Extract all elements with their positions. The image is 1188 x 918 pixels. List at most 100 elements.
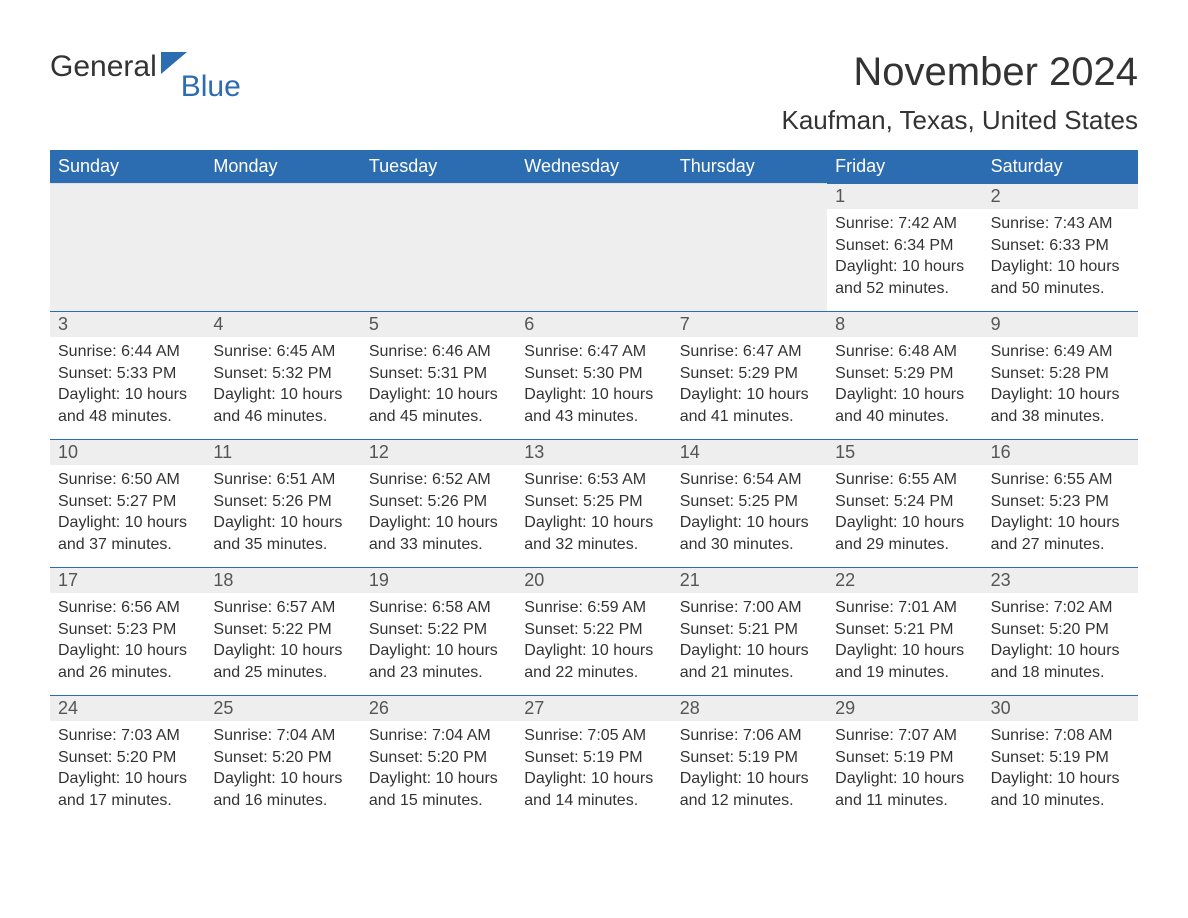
day-details: Sunrise: 6:47 AMSunset: 5:29 PMDaylight:… (680, 341, 819, 427)
day-details: Sunrise: 6:55 AMSunset: 5:23 PMDaylight:… (991, 469, 1130, 555)
day-number: 7 (672, 312, 827, 337)
day-details: Sunrise: 6:46 AMSunset: 5:31 PMDaylight:… (369, 341, 508, 427)
day-details: Sunrise: 6:48 AMSunset: 5:29 PMDaylight:… (835, 341, 974, 427)
day-number: 14 (672, 440, 827, 465)
day-number: 3 (50, 312, 205, 337)
day-cell: 17 Sunrise: 6:56 AMSunset: 5:23 PMDayligh… (50, 567, 205, 695)
location-text: Kaufman, Texas, United States (782, 105, 1139, 136)
day-cell: 12Sunrise: 6:52 AMSunset: 5:26 PMDayligh… (361, 439, 516, 567)
day-number: 17 (50, 568, 205, 593)
day-cell: 15 Sunrise: 6:55 AMSunset: 5:24 PMDayligh… (827, 439, 982, 567)
day-number: 2 (983, 184, 1138, 209)
day-details: Sunrise: 6:47 AMSunset: 5:30 PMDaylight:… (524, 341, 663, 427)
day-number: 28 (672, 696, 827, 721)
day-cell: 19Sunrise: 6:58 AMSunset: 5:22 PMDayligh… (361, 567, 516, 695)
day-cell: 27 Sunrise: 7:05 AMSunset: 5:19 PMDayligh… (516, 695, 671, 823)
day-cell: 25 Sunrise: 7:04 AMSunset: 5:20 PMDayligh… (205, 695, 360, 823)
day-cell: 22 Sunrise: 7:01 AMSunset: 5:21 PMDayligh… (827, 567, 982, 695)
day-details: Sunrise: 6:50 AMSunset: 5:27 PMDaylight:… (58, 469, 197, 555)
weekday-header: Sunday (50, 150, 205, 183)
day-number: 5 (361, 312, 516, 337)
empty-cell (50, 183, 205, 311)
empty-cell (516, 183, 671, 311)
day-number: 11 (205, 440, 360, 465)
logo-text-general: General (50, 50, 157, 84)
weekday-header: Monday (205, 150, 360, 183)
empty-cell (205, 183, 360, 311)
day-details: Sunrise: 6:51 AMSunset: 5:26 PMDaylight:… (213, 469, 352, 555)
day-cell: 7 Sunrise: 6:47 AMSunset: 5:29 PMDaylight… (672, 311, 827, 439)
day-cell: 5 Sunrise: 6:46 AMSunset: 5:31 PMDaylight… (361, 311, 516, 439)
day-cell: 8Sunrise: 6:48 AMSunset: 5:29 PMDaylight… (827, 311, 982, 439)
day-cell: 10 Sunrise: 6:50 AMSunset: 5:27 PMDayligh… (50, 439, 205, 567)
day-number: 25 (205, 696, 360, 721)
day-details: Sunrise: 6:44 AMSunset: 5:33 PMDaylight:… (58, 341, 197, 427)
day-details: Sunrise: 6:54 AMSunset: 5:25 PMDaylight:… (680, 469, 819, 555)
day-number: 23 (983, 568, 1138, 593)
weekday-header: Thursday (672, 150, 827, 183)
day-details: Sunrise: 7:02 AMSunset: 5:20 PMDaylight:… (991, 597, 1130, 683)
day-cell: 30Sunrise: 7:08 AMSunset: 5:19 PMDayligh… (983, 695, 1138, 823)
day-details: Sunrise: 6:45 AMSunset: 5:32 PMDaylight:… (213, 341, 352, 427)
day-details: Sunrise: 7:05 AMSunset: 5:19 PMDaylight:… (524, 725, 663, 811)
day-cell: 2 Sunrise: 7:43 AMSunset: 6:33 PMDaylight… (983, 183, 1138, 311)
day-cell: 24 Sunrise: 7:03 AMSunset: 5:20 PMDayligh… (50, 695, 205, 823)
logo: General Blue (50, 50, 241, 104)
day-number: 1 (827, 184, 982, 209)
day-cell: 14 Sunrise: 6:54 AMSunset: 5:25 PMDayligh… (672, 439, 827, 567)
day-cell: 18 Sunrise: 6:57 AMSunset: 5:22 PMDayligh… (205, 567, 360, 695)
day-details: Sunrise: 7:43 AMSunset: 6:33 PMDaylight:… (991, 213, 1130, 299)
day-number: 27 (516, 696, 671, 721)
day-details: Sunrise: 7:03 AMSunset: 5:20 PMDaylight:… (58, 725, 197, 811)
day-cell: 28 Sunrise: 7:06 AMSunset: 5:19 PMDayligh… (672, 695, 827, 823)
day-cell: 23 Sunrise: 7:02 AMSunset: 5:20 PMDayligh… (983, 567, 1138, 695)
day-cell: 16 Sunrise: 6:55 AMSunset: 5:23 PMDayligh… (983, 439, 1138, 567)
weekday-header: Wednesday (516, 150, 671, 183)
day-details: Sunrise: 6:53 AMSunset: 5:25 PMDaylight:… (524, 469, 663, 555)
day-details: Sunrise: 6:56 AMSunset: 5:23 PMDaylight:… (58, 597, 197, 683)
day-details: Sunrise: 7:00 AMSunset: 5:21 PMDaylight:… (680, 597, 819, 683)
day-cell: 4 Sunrise: 6:45 AMSunset: 5:32 PMDaylight… (205, 311, 360, 439)
day-number: 26 (361, 696, 516, 721)
day-number: 29 (827, 696, 982, 721)
empty-cell (672, 183, 827, 311)
day-cell: 3 Sunrise: 6:44 AMSunset: 5:33 PMDaylight… (50, 311, 205, 439)
day-number: 6 (516, 312, 671, 337)
weekday-header: Tuesday (361, 150, 516, 183)
day-cell: 11 Sunrise: 6:51 AMSunset: 5:26 PMDayligh… (205, 439, 360, 567)
day-number: 24 (50, 696, 205, 721)
day-number: 20 (516, 568, 671, 593)
day-number: 9 (983, 312, 1138, 337)
day-details: Sunrise: 6:49 AMSunset: 5:28 PMDaylight:… (991, 341, 1130, 427)
day-number: 22 (827, 568, 982, 593)
day-number: 4 (205, 312, 360, 337)
day-number: 10 (50, 440, 205, 465)
day-number: 30 (983, 696, 1138, 721)
day-cell: 9 Sunrise: 6:49 AMSunset: 5:28 PMDaylight… (983, 311, 1138, 439)
day-details: Sunrise: 7:04 AMSunset: 5:20 PMDaylight:… (213, 725, 352, 811)
day-cell: 1 Sunrise: 7:42 AMSunset: 6:34 PMDaylight… (827, 183, 982, 311)
day-cell: 20 Sunrise: 6:59 AMSunset: 5:22 PMDayligh… (516, 567, 671, 695)
day-details: Sunrise: 7:01 AMSunset: 5:21 PMDaylight:… (835, 597, 974, 683)
weekday-header: Friday (827, 150, 982, 183)
month-title: November 2024 (782, 50, 1139, 95)
day-cell: 13 Sunrise: 6:53 AMSunset: 5:25 PMDayligh… (516, 439, 671, 567)
day-number: 13 (516, 440, 671, 465)
empty-cell (361, 183, 516, 311)
day-number: 18 (205, 568, 360, 593)
day-details: Sunrise: 6:57 AMSunset: 5:22 PMDaylight:… (213, 597, 352, 683)
day-details: Sunrise: 6:55 AMSunset: 5:24 PMDaylight:… (835, 469, 974, 555)
day-number: 12 (361, 440, 516, 465)
day-cell: 26 Sunrise: 7:04 AMSunset: 5:20 PMDayligh… (361, 695, 516, 823)
day-details: Sunrise: 7:04 AMSunset: 5:20 PMDaylight:… (369, 725, 508, 811)
day-number: 19 (361, 568, 516, 593)
logo-text-blue: Blue (181, 70, 241, 104)
day-cell: 29 Sunrise: 7:07 AMSunset: 5:19 PMDayligh… (827, 695, 982, 823)
day-number: 16 (983, 440, 1138, 465)
day-details: Sunrise: 7:07 AMSunset: 5:19 PMDaylight:… (835, 725, 974, 811)
day-details: Sunrise: 7:06 AMSunset: 5:19 PMDaylight:… (680, 725, 819, 811)
day-details: Sunrise: 6:59 AMSunset: 5:22 PMDaylight:… (524, 597, 663, 683)
day-number: 15 (827, 440, 982, 465)
calendar-grid: SundayMondayTuesdayWednesdayThursdayFrid… (50, 150, 1138, 823)
day-details: Sunrise: 7:42 AMSunset: 6:34 PMDaylight:… (835, 213, 974, 299)
